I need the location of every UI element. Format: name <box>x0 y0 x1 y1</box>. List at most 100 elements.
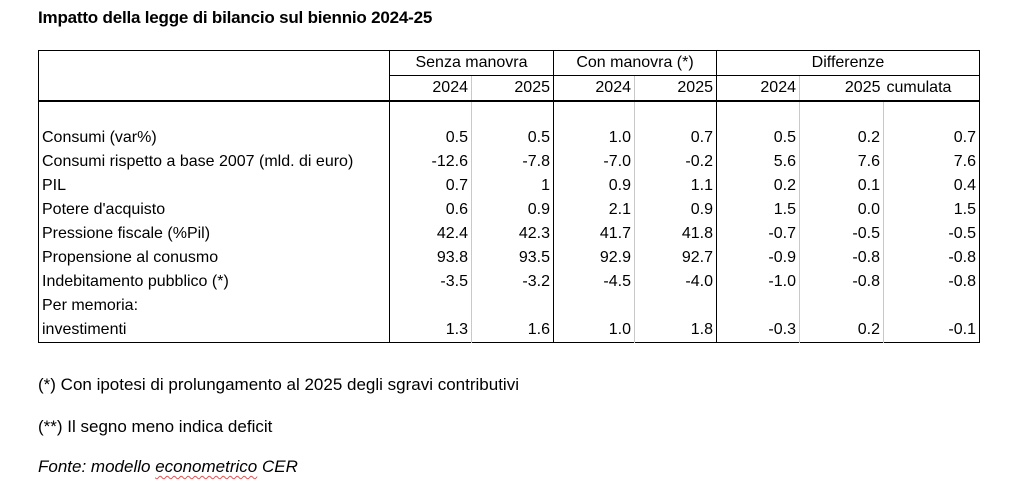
source-prefix: Fonte: modello <box>38 457 156 476</box>
value-cell: 0.9 <box>471 198 554 222</box>
footnote-2: (**) Il segno meno indica deficit <box>38 417 273 436</box>
value-cell: 0.2 <box>799 126 884 150</box>
value-cell: -0.5 <box>799 222 884 246</box>
col-header: 2025 <box>799 75 884 102</box>
year-header-row: 2024 2025 2024 2025 2024 2025 cumulata <box>38 75 980 102</box>
row-label: PIL <box>42 177 67 194</box>
value-cell: 0.5 <box>716 126 800 150</box>
group-differenze: Differenze <box>716 50 980 76</box>
row-label: Propensione al conusmo <box>42 249 219 266</box>
row-label: Consumi rispetto a base 2007 (mld. di eu… <box>42 153 354 170</box>
table-row: Consumi (var%) 0.5 0.5 1.0 0.7 0.5 0.2 0.7 <box>39 126 980 150</box>
table-row: Consumi rispetto a base 2007 (mld. di eu… <box>39 150 980 174</box>
spacer-row <box>39 101 980 126</box>
col-header: 2024 <box>389 75 472 102</box>
value-cell: 0.2 <box>799 318 884 343</box>
value-cell: 42.3 <box>471 222 554 246</box>
value-cell: 41.8 <box>634 222 717 246</box>
row-label: Potere d'acquisto <box>42 201 166 218</box>
value-cell: 0.0 <box>799 198 884 222</box>
empty-cell <box>883 101 980 126</box>
group-senza-manovra: Senza manovra <box>389 50 554 76</box>
table-row: investimenti 1.3 1.6 1.0 1.8 -0.3 0.2 -0.1 <box>39 318 980 343</box>
value-cell: -0.8 <box>883 270 980 294</box>
value-cell: -7.0 <box>553 150 635 174</box>
value-cell: -3.2 <box>471 270 554 294</box>
value-cell <box>799 294 884 318</box>
value-cell: 0.7 <box>883 126 980 150</box>
table-row: Potere d'acquisto 0.6 0.9 2.1 0.9 1.5 0.0 1.5 <box>39 198 980 222</box>
value-cell: -0.5 <box>883 222 980 246</box>
empty-cell <box>553 101 635 126</box>
value-cell <box>716 294 800 318</box>
value-cell: -0.8 <box>883 246 980 270</box>
page-title: Impatto della legge di bilancio sul bien… <box>38 8 433 27</box>
table-row: Indebitamento pubblico (*) -3.5 -3.2 -4.5 -4… <box>39 270 980 294</box>
empty-cell <box>471 101 554 126</box>
col-header: 2024 <box>716 75 800 102</box>
table-row: Pressione fiscale (%Pil) 42.4 42.3 41.7 41.8… <box>39 222 980 246</box>
value-cell: -0.2 <box>634 150 717 174</box>
source-suffix: CER <box>257 457 298 476</box>
value-cell <box>883 294 980 318</box>
value-cell: 0.7 <box>634 126 717 150</box>
value-cell: 7.6 <box>799 150 884 174</box>
value-cell: 0.9 <box>634 198 717 222</box>
table-row: PIL 0.7 1 0.9 1.1 0.2 0.1 0.4 <box>39 174 980 198</box>
value-cell: 5.6 <box>716 150 800 174</box>
empty-cell <box>39 101 390 126</box>
value-cell <box>634 294 717 318</box>
source-word: econometrico <box>155 457 258 476</box>
value-cell: -1.0 <box>716 270 800 294</box>
value-cell: 0.5 <box>389 126 472 150</box>
value-cell: 1.3 <box>389 318 472 343</box>
value-cell: 0.9 <box>553 174 635 198</box>
value-cell: -4.5 <box>553 270 635 294</box>
value-cell: 92.9 <box>553 246 635 270</box>
header-blank <box>39 51 390 76</box>
value-cell: 0.4 <box>883 174 980 198</box>
value-cell: -0.8 <box>799 246 884 270</box>
value-cell: -7.8 <box>471 150 554 174</box>
group-con-manovra: Con manovra (*) <box>553 50 717 76</box>
header-blank <box>38 75 390 102</box>
row-label: investimenti <box>42 321 127 338</box>
value-cell: -3.5 <box>389 270 472 294</box>
value-cell: -4.0 <box>634 270 717 294</box>
row-label: Indebitamento pubblico (*) <box>42 273 229 290</box>
value-cell <box>389 294 472 318</box>
row-label: Consumi (var%) <box>42 129 157 146</box>
value-cell <box>471 294 554 318</box>
table-row: Per memoria: <box>39 294 980 318</box>
value-cell: 1.6 <box>471 318 554 343</box>
value-cell: -0.8 <box>799 270 884 294</box>
col-header: cumulata <box>883 75 980 102</box>
col-header: 2025 <box>634 75 717 102</box>
value-cell: 1.8 <box>634 318 717 343</box>
value-cell: 93.8 <box>389 246 472 270</box>
value-cell: 1.0 <box>553 318 635 343</box>
value-cell: 0.5 <box>471 126 554 150</box>
value-cell: 0.6 <box>389 198 472 222</box>
value-cell: 1.5 <box>883 198 980 222</box>
empty-cell <box>389 101 472 126</box>
footnote-1: (*) Con ipotesi di prolungamento al 2025… <box>38 375 519 394</box>
value-cell: 41.7 <box>553 222 635 246</box>
row-label: Pressione fiscale (%Pil) <box>42 225 211 242</box>
value-cell: 1.5 <box>716 198 800 222</box>
value-cell: 42.4 <box>389 222 472 246</box>
value-cell: 0.1 <box>799 174 884 198</box>
row-label: Per memoria: <box>42 297 139 314</box>
value-cell: -0.7 <box>716 222 800 246</box>
empty-cell <box>716 101 800 126</box>
value-cell: -0.3 <box>716 318 800 343</box>
col-header: 2025 <box>471 75 554 102</box>
value-cell <box>553 294 635 318</box>
source-note: Fonte: modello econometrico CER <box>38 457 298 477</box>
value-cell: 1 <box>471 174 554 198</box>
value-cell: 1.1 <box>634 174 717 198</box>
group-header-row: Senza manovra Con manovra (*) Differenze <box>39 50 980 76</box>
empty-cell <box>634 101 717 126</box>
value-cell: 92.7 <box>634 246 717 270</box>
value-cell: 93.5 <box>471 246 554 270</box>
